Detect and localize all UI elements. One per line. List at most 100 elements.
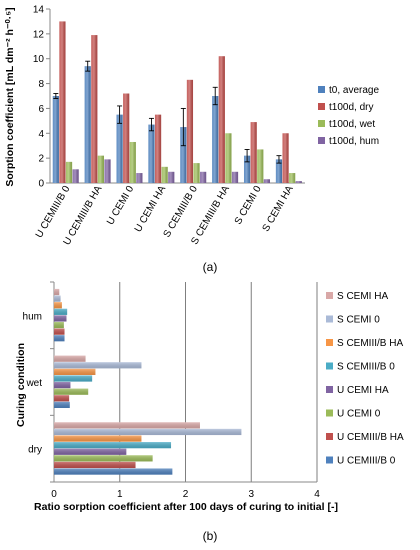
chart-a-bar-highlight — [148, 124, 155, 183]
chart-b-bar-highlight — [54, 308, 68, 315]
chart-b-legend-swatch — [326, 409, 333, 417]
sorption-coefficient-chart: Sorption coefficient [mL dm⁻² h⁻⁰·⁵] (a)… — [4, 5, 379, 275]
chart-b-legend-swatch — [326, 315, 333, 323]
chart-a-legend-label: t100d, dry — [329, 102, 373, 113]
chart-a-y-tick-label: 12 — [33, 29, 45, 40]
chart-a-legend-swatch — [318, 120, 325, 127]
chart-a-bar-highlight — [168, 171, 175, 183]
chart-b-bar-highlight — [54, 335, 65, 342]
sorption-ratio-chart: Curing condition Ratio sorption coeffici… — [15, 281, 404, 543]
chart-a-bar-highlight — [116, 114, 123, 183]
chart-b-bar-highlight — [54, 382, 71, 389]
chart-a-bar-highlight — [129, 141, 136, 183]
chart-b-x-tick-label: 3 — [248, 489, 254, 500]
chart-a-bar-highlight — [295, 181, 302, 183]
chart-b-bar-highlight — [54, 468, 173, 475]
chart-b-legend-swatch — [326, 456, 333, 464]
chart-b-bar-highlight — [54, 455, 153, 462]
chart-a-bar-highlight — [84, 66, 91, 183]
chart-a-bar-highlight — [289, 173, 296, 183]
chart-b-legend-label: S CEMI 0 — [337, 315, 380, 326]
chart-b-category-label: dry — [28, 445, 42, 456]
chart-a-category-label: S CEMI 0 — [233, 184, 264, 227]
chart-b-bar-highlight — [54, 388, 89, 395]
chart-a-bar-highlight — [104, 159, 111, 183]
chart-a-bar-highlight — [275, 159, 283, 183]
chart-a-y-tick-label: 14 — [33, 5, 45, 16]
chart-a-category-label: U CEMI 0 — [105, 184, 136, 227]
chart-a-bar-highlight — [91, 35, 98, 183]
chart-a-y-tick-label: 8 — [38, 79, 44, 90]
chart-b-bar-highlight — [54, 422, 200, 429]
chart-a-panel-label: (a) — [203, 260, 218, 274]
chart-b-legend-label: U CEMIII/B 0 — [337, 456, 396, 467]
chart-a-bar-highlight — [282, 133, 289, 183]
chart-b-panel-label: (b) — [203, 529, 218, 543]
chart-a-bar-highlight — [200, 171, 207, 183]
chart-a-legend-label: t100d, wet — [329, 119, 375, 130]
chart-b-x-tick-label: 2 — [183, 489, 189, 500]
chart-a-y-axis-label: Sorption coefficient [mL dm⁻² h⁻⁰·⁵] — [4, 7, 16, 186]
chart-a-bar-highlight — [59, 21, 66, 183]
chart-a-legend-label: t0, average — [329, 85, 379, 96]
chart-b-bar-highlight — [54, 328, 65, 335]
chart-b-category-label: wet — [25, 378, 42, 389]
chart-a-bar-highlight — [161, 166, 168, 183]
chart-b-legend-label: U CEMIII/B HA — [337, 432, 404, 443]
chart-b-y-axis-label: Curing condition — [15, 343, 27, 427]
chart-a-bar-highlight — [52, 96, 59, 183]
chart-b-legend-label: S CEMIII/B 0 — [337, 362, 395, 373]
chart-b-bar-highlight — [54, 448, 127, 455]
chart-a-category-label: U CEMI HA — [133, 184, 169, 235]
chart-b-category-label: hum — [23, 311, 42, 322]
chart-b-bar-highlight — [54, 315, 67, 322]
chart-a-y-tick-label: 6 — [38, 104, 44, 115]
chart-a-legend-label: t100d, hum — [329, 136, 379, 147]
chart-a-bar-highlight — [250, 122, 257, 183]
chart-b-bar-highlight — [54, 295, 61, 302]
chart-a-legend-swatch — [318, 137, 325, 144]
chart-b-legend-swatch — [326, 362, 333, 370]
chart-b-bar-highlight — [54, 435, 142, 442]
chart-b-x-axis-label: Ratio sorption coefficient after 100 day… — [34, 501, 338, 513]
chart-b-x-tick-label: 4 — [314, 489, 320, 500]
chart-b-legend-label: U CEMI 0 — [337, 409, 381, 420]
chart-b-bar-highlight — [54, 288, 60, 296]
chart-b-bar-highlight — [54, 442, 172, 449]
chart-a-bar-highlight — [231, 171, 239, 183]
chart-b-legend-swatch — [326, 386, 333, 393]
chart-a-legend-swatch — [318, 103, 325, 110]
chart-a-bar-highlight — [154, 114, 162, 183]
chart-a-bar-highlight — [72, 169, 79, 183]
chart-b-bar-highlight — [54, 375, 93, 382]
chart-a-category-label: S CEMI HA — [261, 184, 296, 234]
chart-a-bar-highlight — [65, 161, 73, 183]
chart-a-bar-highlight — [123, 93, 130, 183]
chart-b-bar-highlight — [54, 302, 62, 309]
chart-b-legend-swatch — [326, 292, 333, 299]
chart-a-bar-highlight — [263, 179, 270, 183]
chart-b-bar-highlight — [54, 362, 142, 369]
chart-b-legend-swatch — [326, 433, 333, 440]
chart-a-bar-highlight — [225, 133, 232, 183]
chart-a-bar-highlight — [243, 155, 251, 183]
chart-b-bar-highlight — [54, 401, 70, 408]
chart-b-bar-highlight — [54, 368, 96, 375]
chart-a-bar-highlight — [193, 163, 200, 183]
chart-a-bar-highlight — [257, 149, 264, 183]
chart-a-bar-highlight — [218, 56, 225, 183]
chart-b-legend-swatch — [326, 339, 333, 346]
chart-a-bar-highlight — [136, 173, 143, 183]
chart-a-legend-swatch — [318, 86, 325, 93]
chart-b-x-tick-label: 1 — [117, 489, 123, 500]
chart-a-bar-highlight — [212, 96, 219, 183]
chart-a-y-tick-label: 2 — [38, 154, 44, 165]
chart-b-bar-highlight — [54, 461, 136, 469]
chart-a-y-tick-label: 0 — [38, 179, 44, 190]
chart-a-y-tick-label: 4 — [38, 129, 44, 140]
chart-b-bar-highlight — [54, 321, 64, 329]
chart-a-bar-highlight — [186, 79, 194, 183]
chart-b-legend-label: U CEMI HA — [337, 385, 389, 396]
chart-a-y-tick-label: 10 — [33, 54, 45, 65]
